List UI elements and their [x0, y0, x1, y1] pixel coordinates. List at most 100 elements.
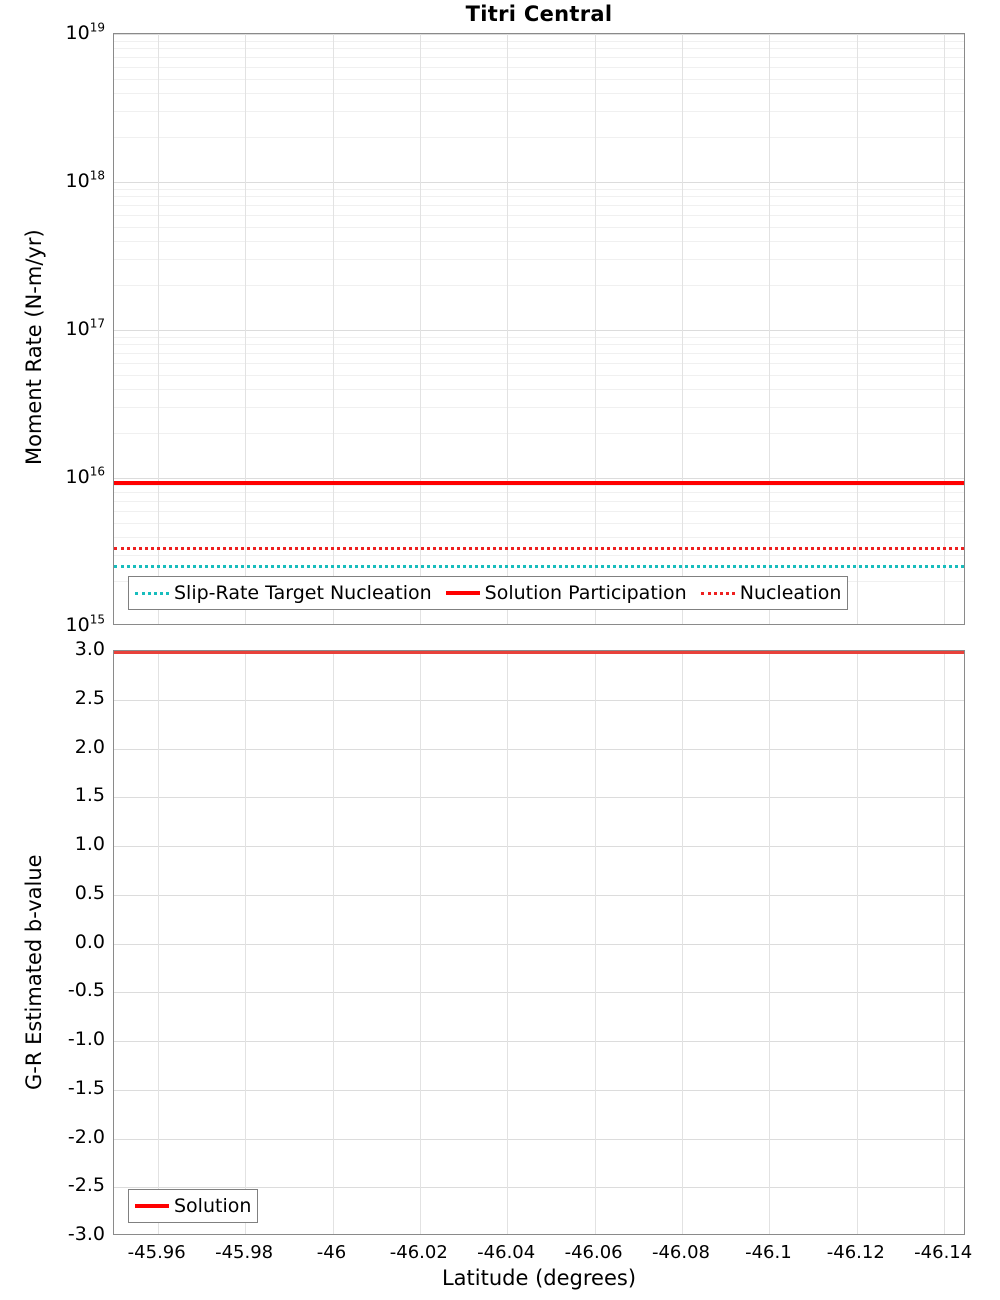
- gridline-horizontal: [114, 797, 964, 798]
- gridline-vertical: [769, 651, 770, 1234]
- series-line-solution-participation: [114, 481, 964, 485]
- series-line-slip-rate-target-nucleation: [114, 565, 964, 568]
- gridline-vertical: [769, 34, 770, 624]
- gridline-horizontal: [114, 215, 964, 216]
- gridline-horizontal: [114, 344, 964, 345]
- gridline-vertical: [245, 34, 246, 624]
- series-line-solution: [114, 651, 964, 654]
- gridline-horizontal: [114, 492, 964, 493]
- legend-entry-nucleation[interactable]: Nucleation: [701, 582, 842, 604]
- gridline-horizontal: [114, 433, 964, 434]
- gridline-horizontal: [114, 1041, 964, 1042]
- gridline-horizontal: [114, 537, 964, 538]
- ytick-bvalue-2_5: 2.5: [33, 687, 105, 709]
- b-value-legend[interactable]: Solution: [128, 1189, 258, 1223]
- gridline-horizontal: [114, 363, 964, 364]
- gridline-horizontal: [114, 501, 964, 502]
- gridline-horizontal: [114, 189, 964, 190]
- gridline-horizontal: [114, 137, 964, 138]
- b-value-plot-area: [113, 650, 965, 1235]
- gridline-vertical: [682, 651, 683, 1234]
- legend-entry-slip-rate-target-nucleation[interactable]: Slip-Rate Target Nucleation: [135, 582, 432, 604]
- gridline-horizontal: [114, 511, 964, 512]
- gridline-horizontal: [114, 944, 964, 945]
- gridline-horizontal: [114, 992, 964, 993]
- gridline-vertical: [507, 651, 508, 1234]
- gridline-horizontal: [114, 196, 964, 197]
- gridline-vertical: [245, 651, 246, 1234]
- legend-swatch-dotted-red-icon: [701, 592, 735, 595]
- gridline-horizontal: [114, 330, 964, 331]
- gridline-vertical: [857, 651, 858, 1234]
- gridline-vertical: [420, 34, 421, 624]
- ytick-bvalue-1_5: 1.5: [33, 784, 105, 806]
- gridline-horizontal: [114, 79, 964, 80]
- gridline-horizontal: [114, 478, 964, 479]
- gridline-horizontal: [114, 285, 964, 286]
- moment-rate-legend[interactable]: Slip-Rate Target Nucleation Solution Par…: [128, 576, 848, 610]
- bottom-gridlines: [114, 651, 964, 1234]
- gridline-horizontal: [114, 749, 964, 750]
- legend-swatch-solid-red-icon: [446, 591, 480, 595]
- gridline-vertical: [420, 651, 421, 1234]
- legend-label-slip-rate-target-nucleation: Slip-Rate Target Nucleation: [174, 582, 432, 604]
- ytick-bvalue-neg2_5: -2.5: [33, 1174, 105, 1196]
- gridline-vertical: [944, 651, 945, 1234]
- legend-label-nucleation: Nucleation: [740, 582, 842, 604]
- gridline-vertical: [158, 34, 159, 624]
- ytick-top-1e16: 1016: [33, 466, 105, 488]
- gridline-horizontal: [114, 34, 964, 35]
- ytick-top-1e15: 1015: [33, 614, 105, 636]
- ytick-bvalue-3_0: 3.0: [33, 638, 105, 660]
- gridline-horizontal: [114, 895, 964, 896]
- ytick-top-1e19: 1019: [33, 22, 105, 44]
- gridline-horizontal: [114, 375, 964, 376]
- gridline-vertical: [595, 34, 596, 624]
- gridline-horizontal: [114, 700, 964, 701]
- moment-rate-plot-area: [113, 33, 965, 625]
- gridline-horizontal: [114, 67, 964, 68]
- top-gridlines: [114, 34, 964, 624]
- legend-label-solution-participation: Solution Participation: [485, 582, 687, 604]
- gridline-horizontal: [114, 389, 964, 390]
- gridline-horizontal: [114, 48, 964, 49]
- gridline-vertical: [333, 34, 334, 624]
- legend-entry-solution[interactable]: Solution: [135, 1195, 251, 1217]
- gridline-horizontal: [114, 555, 964, 556]
- gridline-horizontal: [114, 1139, 964, 1140]
- gridline-horizontal: [114, 241, 964, 242]
- ytick-bvalue-neg2_0: -2.0: [33, 1126, 105, 1148]
- gridline-vertical: [507, 34, 508, 624]
- gridline-horizontal: [114, 57, 964, 58]
- ytick-top-1e18: 1018: [33, 170, 105, 192]
- gridline-vertical: [333, 651, 334, 1234]
- top-y-axis-label: Moment Rate (N-m/yr): [22, 229, 46, 465]
- ytick-bvalue-2_0: 2.0: [33, 736, 105, 758]
- gridline-horizontal: [114, 227, 964, 228]
- gridline-horizontal: [114, 182, 964, 183]
- gridline-horizontal: [114, 407, 964, 408]
- gridline-horizontal: [114, 353, 964, 354]
- xtick-neg46_14: -46.14: [888, 1242, 998, 1263]
- legend-swatch-dotted-cyan-icon: [135, 592, 169, 595]
- gridline-horizontal: [114, 337, 964, 338]
- gridline-horizontal: [114, 259, 964, 260]
- page-title: Titri Central: [113, 2, 965, 26]
- gridline-vertical: [682, 34, 683, 624]
- gridline-vertical: [857, 34, 858, 624]
- gridline-horizontal: [114, 1090, 964, 1091]
- figure-canvas: Titri Central 1019 1018 1017 1016 1015 M…: [0, 0, 1000, 1300]
- ytick-bvalue-neg3_0: -3.0: [33, 1223, 105, 1245]
- gridline-vertical: [944, 34, 945, 624]
- gridline-horizontal: [114, 205, 964, 206]
- legend-entry-solution-participation[interactable]: Solution Participation: [446, 582, 687, 604]
- gridline-horizontal: [114, 93, 964, 94]
- gridline-horizontal: [114, 846, 964, 847]
- gridline-vertical: [158, 651, 159, 1234]
- legend-label-solution: Solution: [174, 1195, 251, 1217]
- series-line-nucleation: [114, 547, 964, 550]
- gridline-horizontal: [114, 111, 964, 112]
- x-axis-label: Latitude (degrees): [113, 1266, 965, 1290]
- gridline-horizontal: [114, 523, 964, 524]
- gridline-horizontal: [114, 41, 964, 42]
